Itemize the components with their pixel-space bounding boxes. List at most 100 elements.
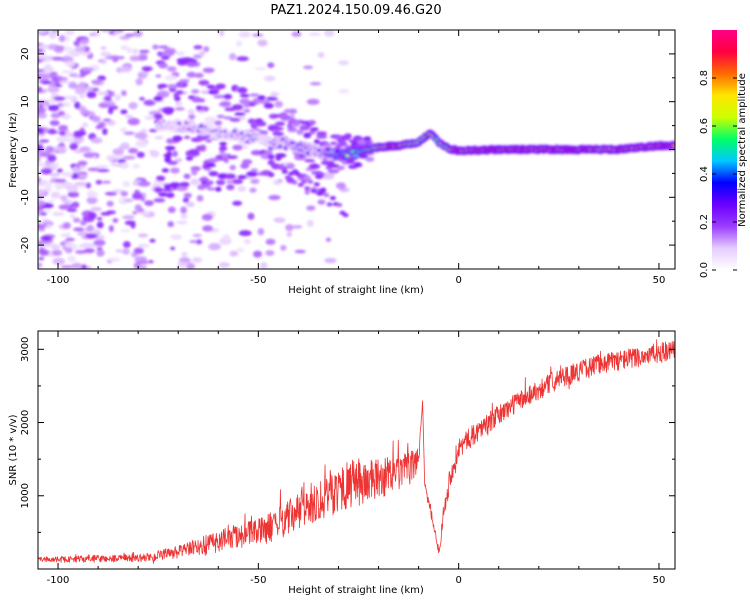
spectrogram-cell [86, 91, 97, 99]
spectrogram-cell [138, 49, 150, 53]
spectrogram-cell [260, 261, 268, 269]
spectrogram-cell [167, 83, 179, 89]
spectrogram-cell [189, 150, 200, 156]
spectrogram-cell [51, 162, 60, 168]
spectrogram-cell [239, 93, 250, 98]
spectrogram-cell [58, 124, 68, 131]
spectrogram-cell [122, 215, 135, 220]
spectrogram-cell [191, 89, 200, 94]
spectrogram-cell [179, 181, 190, 188]
spectrogram-cell [177, 261, 187, 268]
spectrogram-cell [129, 55, 141, 62]
spectrogram-cell [58, 204, 70, 210]
spectrogram-cell [38, 30, 48, 34]
spectrogram-cell [195, 239, 203, 245]
spectrogram-cell [194, 72, 204, 78]
spectrogram-cell [134, 131, 147, 140]
spectrogram-cell [46, 223, 52, 229]
spectrogram-cell [346, 158, 355, 164]
spectrogram-cell [191, 257, 203, 263]
spectrogram-cell [306, 205, 316, 211]
spectrogram-cell [48, 31, 57, 39]
spectrogram-cell [78, 174, 87, 178]
spectrogram-cell [250, 168, 259, 173]
spectrogram-cell [119, 66, 132, 73]
spectrogram-y-tick-label: 10 [20, 95, 31, 108]
spectrogram-cell [223, 116, 233, 120]
spectrogram-cell [307, 179, 314, 184]
spectrogram-cell [176, 185, 188, 192]
snr-x-tick-label: 50 [653, 575, 666, 586]
spectrogram-cell [63, 183, 76, 188]
spectrogram-cell [85, 233, 98, 239]
spectrogram-cell [181, 251, 188, 258]
spectrogram-cell [60, 233, 70, 238]
spectrogram-cell [128, 102, 138, 110]
snr-plot-area [38, 331, 675, 569]
spectrogram-cell [122, 241, 131, 248]
spectrogram-cell [132, 163, 141, 169]
spectrogram-cell [277, 144, 283, 148]
spectrogram-cell [68, 191, 80, 198]
spectrogram-cell [152, 44, 159, 50]
spectrogram-cell [197, 99, 206, 103]
spectrogram-cell [204, 116, 217, 124]
spectrogram-cell [206, 163, 217, 168]
spectrogram-y-axis: -20 -10 0 10 20 [20, 29, 675, 270]
snr-series-line [38, 339, 675, 564]
spectrogram-cell [81, 122, 89, 127]
spectrogram-cell [292, 225, 303, 229]
spectrogram-cell [58, 34, 66, 43]
spectrogram-cell [64, 36, 70, 42]
spectrogram-cell [150, 150, 160, 158]
spectrogram-cell [273, 179, 282, 186]
spectrogram-cell [167, 221, 175, 228]
spectrogram-cell [132, 48, 139, 54]
spectrogram-cell [120, 90, 127, 97]
spectrogram-cell [54, 178, 67, 183]
spectrogram-cell [120, 190, 129, 197]
spectrogram-cell [124, 220, 136, 226]
spectrogram-cell [238, 230, 252, 237]
spectrogram-cell [187, 109, 195, 115]
spectrogram-cell [237, 185, 247, 192]
spectrogram-y-tick-label: 0 [20, 146, 31, 152]
spectrogram-cell [199, 50, 206, 57]
snr-panel: -100 -50 0 50 1000 2000 3000 Height of straig… [8, 330, 676, 596]
spectrogram-cell [174, 95, 181, 102]
spectrogram-cell [107, 101, 116, 107]
spectrogram-cell [671, 144, 675, 148]
spectrogram-cell [185, 156, 194, 161]
snr-x-tick-label: -50 [250, 575, 266, 586]
spectrogram-cell [207, 120, 215, 128]
spectrogram-cell [165, 192, 175, 198]
spectrogram-cell [202, 67, 215, 73]
spectrogram-cell [237, 87, 248, 94]
spectrogram-cell [163, 47, 177, 55]
spectrogram-cell [38, 188, 45, 196]
spectrogram-cell [183, 135, 191, 139]
spectrogram-cell [275, 153, 287, 158]
spectrogram-cell [107, 107, 114, 115]
spectrogram-cell [306, 219, 314, 227]
colorbar-tick-label: 0.2 [699, 214, 710, 230]
spectrogram-cell [74, 101, 81, 109]
spectrogram-cell [363, 136, 372, 142]
spectrogram-cell [219, 141, 227, 147]
spectrogram-cell [272, 126, 284, 131]
spectrogram-cell [96, 91, 110, 96]
spectrogram-y-tick-label: 20 [20, 48, 31, 61]
spectrogram-cell [200, 180, 207, 185]
spectrogram-cell [51, 244, 61, 251]
figure-title: PAZ1.2024.150.09.46.G20 [270, 3, 441, 18]
spectrogram-cell [174, 158, 183, 163]
spectrogram-cell [310, 127, 319, 132]
spectrogram-cell [182, 197, 190, 203]
spectrogram-cell [155, 74, 162, 78]
spectrogram-cell [48, 128, 56, 135]
spectrogram-cell [119, 127, 128, 133]
spectrogram-cell [252, 250, 263, 258]
spectrogram-cell [153, 198, 166, 203]
spectrogram-cell [119, 162, 129, 170]
